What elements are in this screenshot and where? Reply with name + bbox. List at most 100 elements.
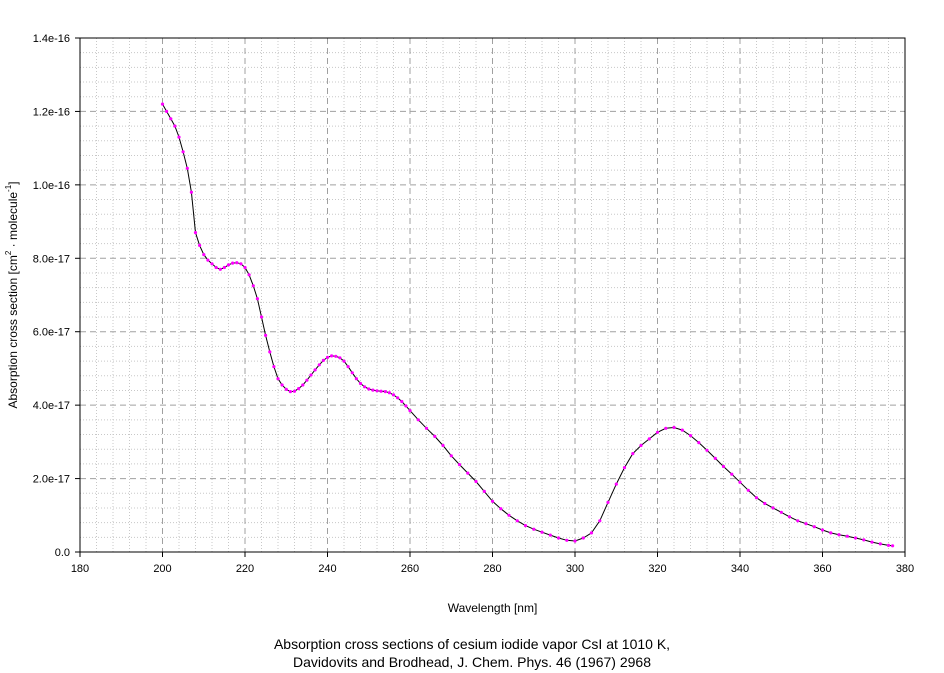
data-point <box>424 426 429 430</box>
data-point <box>297 387 301 391</box>
data-point <box>820 528 825 532</box>
data-point <box>301 383 305 387</box>
data-point <box>853 536 858 540</box>
data-point <box>878 542 882 546</box>
data-point <box>886 543 891 548</box>
x-tick-label: 340 <box>731 563 749 575</box>
data-point <box>490 499 495 503</box>
y-tick-label: 4.0e-17 <box>33 400 70 412</box>
data-point <box>829 531 833 535</box>
data-point <box>206 258 210 262</box>
data-point <box>235 261 239 265</box>
data-point <box>272 365 276 369</box>
data-point <box>639 443 643 448</box>
data-point <box>338 356 342 360</box>
data-point <box>396 396 400 400</box>
data-point <box>540 530 544 534</box>
data-point <box>210 262 214 266</box>
data-point <box>226 263 231 267</box>
y-axis-title: Absorption cross section [cm2 · molecule… <box>4 181 20 408</box>
data-point <box>371 388 375 392</box>
data-point <box>284 387 288 391</box>
data-point <box>581 536 585 540</box>
data-point <box>655 430 660 434</box>
data-point <box>247 273 251 277</box>
data-point <box>441 443 445 448</box>
data-point <box>721 464 726 469</box>
x-axis-ticks: 180 200 220 240 260 280 300 320 340 360 380 <box>71 552 914 575</box>
data-point <box>169 117 173 121</box>
data-point <box>771 506 775 510</box>
minor-grid <box>80 38 905 552</box>
data-point <box>474 479 478 484</box>
data-point <box>346 365 350 369</box>
data-point <box>532 527 536 531</box>
y-tick-label: 0.0 <box>55 547 70 559</box>
y-tick-label: 8.0e-17 <box>33 253 70 265</box>
data-point <box>565 538 569 542</box>
data-point <box>173 124 177 128</box>
y-title-sup2: -1 <box>4 184 13 192</box>
data-point <box>614 482 618 486</box>
data-point <box>515 519 519 523</box>
data-point <box>697 441 701 445</box>
data-point <box>523 524 528 528</box>
data-point <box>259 315 264 319</box>
data-point <box>870 540 874 544</box>
x-tick-label: 320 <box>648 563 666 575</box>
data-point <box>862 538 866 542</box>
y-title-suffix: ] <box>6 181 20 184</box>
data-point <box>350 371 354 375</box>
x-tick-label: 280 <box>483 563 501 575</box>
data-point <box>379 389 383 393</box>
x-tick-label: 260 <box>401 563 419 575</box>
x-tick-label: 180 <box>71 563 89 575</box>
data-point <box>779 510 783 514</box>
data-point <box>804 522 808 526</box>
y-tick-label: 1.2e-16 <box>33 106 70 118</box>
data-point <box>845 534 849 538</box>
data-point <box>548 533 552 537</box>
data-point <box>330 354 334 358</box>
data-point <box>499 507 503 511</box>
data-point <box>189 190 193 194</box>
data-point <box>313 368 317 372</box>
data-point <box>837 533 841 537</box>
data-point <box>264 333 268 337</box>
x-tick-label: 380 <box>896 563 914 575</box>
data-point <box>746 488 750 492</box>
plot-frame <box>79 37 906 553</box>
y-axis-ticks: 0.0 2.0e-17 4.0e-17 6.0e-17 8.0e-17 1.0e-16 1.… <box>33 33 80 559</box>
x-tick-label: 200 <box>153 563 171 575</box>
data-point <box>185 166 189 170</box>
y-title-sup1: 2 <box>4 250 13 255</box>
data-point <box>404 404 408 408</box>
data-point <box>363 385 367 389</box>
x-tick-label: 240 <box>318 563 336 575</box>
data-point <box>573 539 577 543</box>
data-point <box>367 387 371 391</box>
data-point <box>276 377 280 381</box>
data-point <box>383 390 387 394</box>
data-point <box>391 393 396 397</box>
data-point <box>631 452 635 456</box>
data-point <box>165 109 169 113</box>
data-point <box>222 265 226 270</box>
y-title-prefix: Absorption cross section [cm <box>6 255 20 408</box>
data-point <box>334 354 338 358</box>
data-point <box>214 265 218 270</box>
x-tick-label: 360 <box>813 563 831 575</box>
data-point <box>354 377 358 381</box>
caption-line-2: Davidovits and Brodhead, J. Chem. Phys. … <box>293 654 651 670</box>
major-grid <box>79 37 906 553</box>
data-point <box>589 531 594 535</box>
data-point <box>342 359 346 363</box>
data-point <box>680 428 684 432</box>
data-point <box>280 383 284 387</box>
data-point <box>400 399 404 404</box>
data-point <box>193 231 198 235</box>
x-tick-label: 220 <box>236 563 254 575</box>
data-point <box>787 515 792 519</box>
data-point <box>606 500 610 504</box>
data-point <box>255 297 259 301</box>
